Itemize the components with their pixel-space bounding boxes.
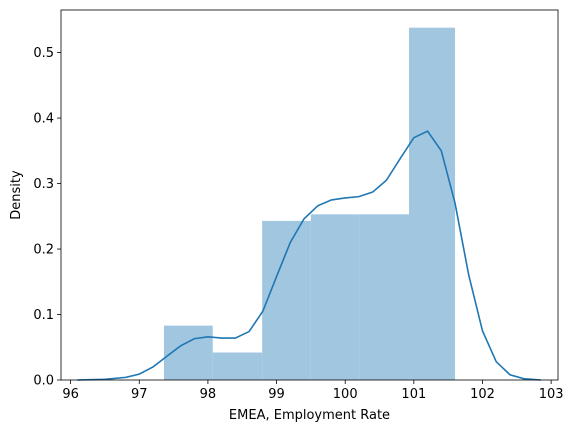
y-tick-label: 0.1 (33, 308, 54, 323)
kde-curve (77, 130, 541, 381)
x-tick-label: 97 (131, 387, 148, 402)
x-tick-label: 102 (470, 387, 495, 402)
x-tick-label: 96 (62, 387, 79, 402)
x-tick-label: 98 (200, 387, 217, 402)
x-tick-label: 103 (539, 387, 564, 402)
histogram-bar-5 (359, 214, 410, 380)
histogram-bar-6 (409, 27, 456, 380)
histogram-bar-4 (310, 214, 360, 380)
y-tick-label: 0.2 (33, 243, 54, 258)
x-axis-ticks: 96 97 98 99 100 101 102 103 (62, 380, 564, 402)
y-tick-label: 0.0 (33, 374, 54, 389)
histogram-bar-2 (212, 352, 263, 380)
x-tick-label: 100 (333, 387, 358, 402)
y-tick-label: 0.4 (33, 112, 54, 127)
y-tick-label: 0.5 (33, 46, 54, 61)
y-axis-label: Density (9, 170, 24, 220)
histogram-bar-3 (262, 220, 311, 380)
x-tick-label: 101 (401, 387, 426, 402)
plot-frame (60, 9, 559, 381)
y-tick-label: 0.3 (33, 177, 54, 192)
y-axis-ticks: 0.0 0.1 0.2 0.3 0.4 0.5 (33, 46, 61, 389)
x-axis-label: EMEA, Employment Rate (229, 408, 390, 423)
x-tick-label: 99 (268, 387, 285, 402)
histogram-bars (163, 27, 456, 380)
